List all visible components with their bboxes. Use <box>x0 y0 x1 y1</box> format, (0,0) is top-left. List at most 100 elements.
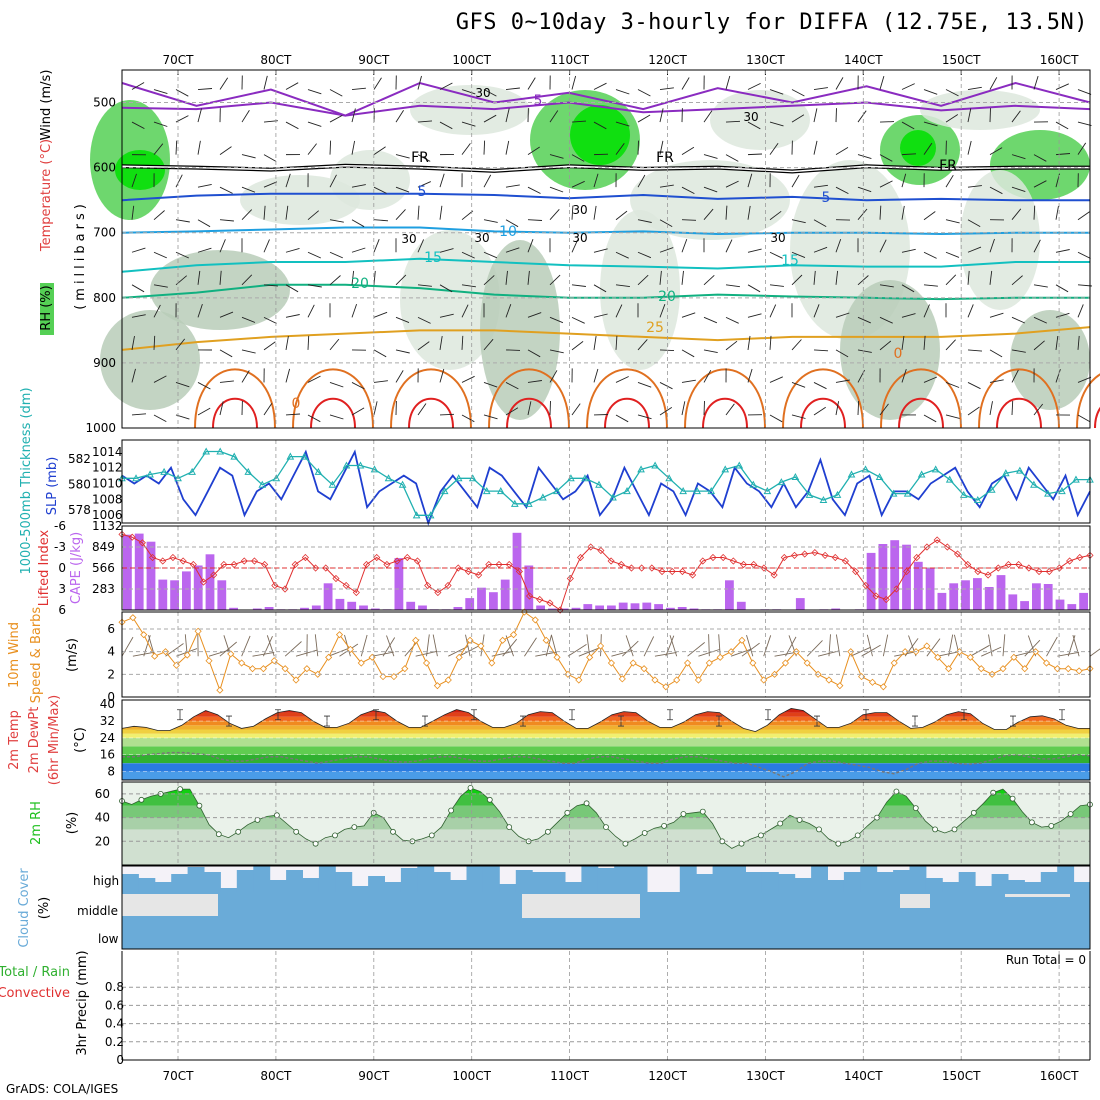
wind10m-barb <box>774 651 797 657</box>
wind-barb <box>879 180 893 188</box>
wind-barb <box>417 284 432 287</box>
li-marker <box>811 549 819 557</box>
thickness-marker <box>440 487 449 495</box>
wind-barb <box>1033 284 1048 288</box>
wind10m-barb <box>252 651 275 657</box>
wind-barb <box>923 251 937 259</box>
isotherm-35-loop <box>408 397 454 429</box>
wind10m-marker <box>433 682 441 690</box>
wind10m-barb <box>165 643 184 657</box>
wind-barb <box>307 414 321 423</box>
cape-tick: 566 <box>92 561 115 575</box>
thickness-marker <box>356 461 365 469</box>
wind-barb <box>439 413 455 416</box>
wind-barb <box>923 284 938 287</box>
wind-barb <box>373 77 382 90</box>
wind10m-marker <box>999 665 1007 673</box>
rh-marker <box>893 788 900 795</box>
li-marker <box>373 553 381 562</box>
cape-bar <box>996 575 1006 610</box>
wind10m-marker <box>281 665 289 673</box>
thickness-marker <box>707 487 716 495</box>
wind-barb <box>483 174 492 188</box>
isotherm-35-loop <box>800 397 846 429</box>
wind-barb <box>307 284 322 288</box>
temperature-band <box>122 737 1090 747</box>
wind-barb <box>505 270 508 285</box>
contour-label: 20 <box>351 276 369 292</box>
rh-marker <box>777 820 784 827</box>
wind10m-tick: 4 <box>107 645 115 659</box>
wind10m-marker <box>335 631 344 639</box>
cape-bar <box>937 592 947 610</box>
wind-barb <box>659 87 674 90</box>
rh-marker <box>506 824 513 830</box>
wind-barb <box>1055 83 1069 90</box>
cloud-middle-gap <box>1005 894 1070 897</box>
wind-barb <box>197 140 201 155</box>
wind-barb <box>505 140 510 155</box>
wind-barb <box>791 114 805 123</box>
wind10m-marker <box>325 653 333 661</box>
temperature-band <box>122 721 1090 726</box>
wind10m-barb <box>665 635 675 657</box>
wind-barb <box>395 209 406 221</box>
thickness-tick: 578 <box>68 503 91 517</box>
li-marker <box>770 571 778 579</box>
wind-barb <box>681 379 696 383</box>
thickness-marker <box>959 490 968 498</box>
li-marker <box>953 550 962 558</box>
rh-marker <box>854 832 861 839</box>
wind10m-barb <box>284 641 302 657</box>
wind10m-barb <box>806 640 823 657</box>
wind10m-marker <box>1021 665 1029 673</box>
cloud-high-bar <box>122 874 139 892</box>
wind-barb <box>769 284 784 287</box>
li-marker <box>169 553 177 562</box>
li-marker <box>240 557 248 565</box>
temp-tick: 32 <box>100 714 115 728</box>
thickness-marker <box>987 485 996 493</box>
thickness-marker <box>244 467 253 475</box>
isotherm-10 <box>121 226 1090 236</box>
wind-barb <box>703 316 718 324</box>
wind-barb <box>813 382 827 390</box>
precip-total-title: Total / Rain <box>0 965 70 980</box>
temperature-band <box>122 733 1090 738</box>
wind-barb <box>439 313 454 318</box>
wind-barb <box>615 335 618 350</box>
cloud-high-bar <box>778 874 796 892</box>
wind-barb <box>351 219 365 228</box>
cape-bar <box>630 603 640 610</box>
wind10m-marker <box>749 659 757 667</box>
wind10m-marker <box>357 659 365 667</box>
wind-barb <box>439 173 445 188</box>
wind-barb <box>879 284 894 288</box>
cape-bar <box>866 552 876 610</box>
wind-barb <box>1055 312 1070 318</box>
wind-barb <box>659 304 666 318</box>
minmax-axis-title: (6hr Min/Max) <box>47 695 62 785</box>
wind10m-barb <box>1072 634 1080 657</box>
cloud-high-bar <box>253 866 271 892</box>
wind-barb <box>153 284 168 288</box>
cloud-high-bar <box>499 884 517 892</box>
wind-axis-title: Wind (m/s) <box>39 70 54 141</box>
wind-barb <box>967 349 983 352</box>
li-marker <box>322 564 330 572</box>
isotherm-30-loop <box>782 368 864 429</box>
wind-barb <box>549 154 564 159</box>
wind-barb <box>285 205 289 220</box>
wind-barb <box>483 275 495 286</box>
wind-barb <box>241 370 250 383</box>
wind-barb <box>329 251 343 259</box>
wind-barb <box>593 82 607 90</box>
li-marker <box>648 564 656 572</box>
wind-barb <box>439 82 453 90</box>
wind-barb <box>527 380 542 383</box>
wind10m-barb <box>1089 648 1100 657</box>
wind-barb <box>351 87 366 90</box>
x-tick-bottom: 120CT <box>648 1069 687 1083</box>
thickness-marker <box>651 461 659 469</box>
contour-label: 30 <box>475 86 490 100</box>
